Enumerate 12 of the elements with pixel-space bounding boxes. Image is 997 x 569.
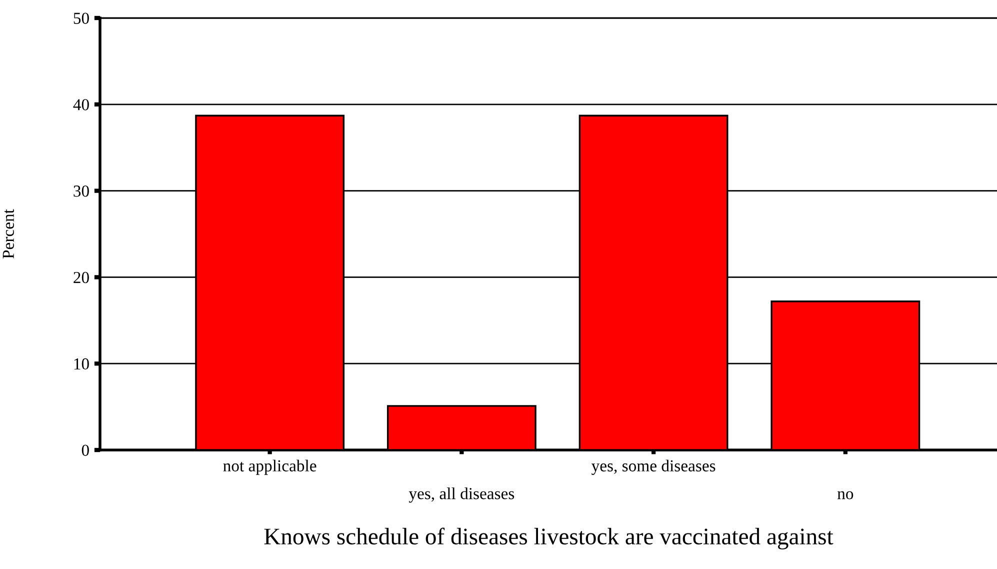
y-tick-label: 0 bbox=[82, 444, 89, 456]
x-tick-label: yes, all diseases bbox=[408, 488, 514, 503]
x-axis-title: Knows schedule of diseases livestock are vaccinated against bbox=[264, 528, 834, 550]
y-tick-label: 40 bbox=[73, 99, 89, 110]
x-tick-label: no bbox=[837, 491, 854, 500]
y-tick-label: 30 bbox=[74, 186, 89, 197]
x-tick-label: yes, some diseases bbox=[591, 460, 716, 475]
x-tick-label: not applicable bbox=[223, 460, 316, 475]
y-tick-label: 20 bbox=[74, 272, 89, 284]
y-axis-title: Percent bbox=[2, 209, 14, 259]
y-tick-label: 10 bbox=[74, 358, 89, 370]
y-tick-label: 50 bbox=[74, 12, 89, 24]
